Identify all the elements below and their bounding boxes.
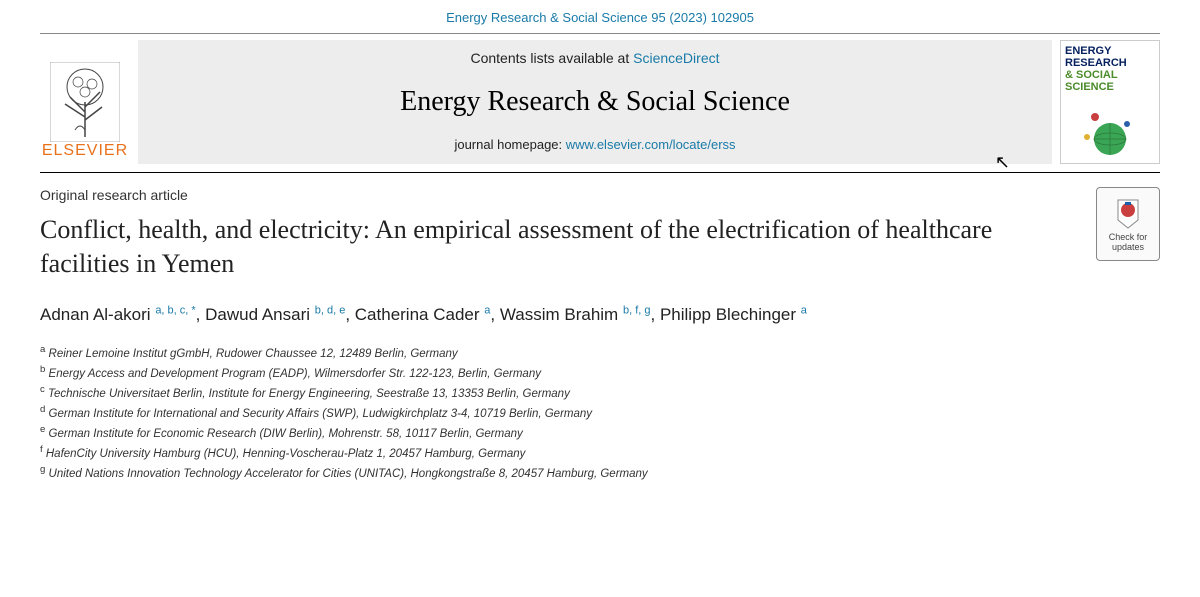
top-rule xyxy=(40,33,1160,34)
author: Adnan Al-akori xyxy=(40,305,151,324)
affiliation: c Technische Universitaet Berlin, Instit… xyxy=(40,383,1076,403)
journal-name: Energy Research & Social Science xyxy=(400,86,790,118)
article-title: Conflict, health, and electricity: An em… xyxy=(40,213,1076,281)
author-affil-refs: a, b, c, * xyxy=(155,304,195,316)
affiliation: f HafenCity University Hamburg (HCU), He… xyxy=(40,443,1076,463)
header-bottom-rule xyxy=(40,172,1160,173)
journal-reference: Energy Research & Social Science 95 (202… xyxy=(40,10,1160,25)
author-affil-refs: b, d, e xyxy=(315,304,346,316)
author: Philipp Blechinger xyxy=(660,305,796,324)
author: Dawud Ansari xyxy=(205,305,310,324)
author-affil-refs: a xyxy=(801,304,807,316)
journal-header-center: Contents lists available at ScienceDirec… xyxy=(138,40,1052,164)
article-type: Original research article xyxy=(40,187,1076,203)
homepage-line: journal homepage: www.elsevier.com/locat… xyxy=(454,137,735,152)
affiliation: b Energy Access and Development Program … xyxy=(40,363,1076,383)
cover-globe-icon xyxy=(1075,99,1145,159)
cursor-icon: ↖ xyxy=(995,152,1010,173)
crossmark-icon xyxy=(1114,196,1142,230)
header-box: ELSEVIER Contents lists available at Sci… xyxy=(40,40,1160,172)
author-list: Adnan Al-akori a, b, c, *, Dawud Ansari … xyxy=(40,303,1076,327)
check-for-updates-button[interactable]: Check for updates xyxy=(1096,187,1160,261)
sciencedirect-link[interactable]: ScienceDirect xyxy=(633,50,719,66)
affiliation-list: a Reiner Lemoine Institut gGmbH, Rudower… xyxy=(40,343,1076,484)
publisher-logo: ELSEVIER xyxy=(40,40,130,164)
affiliation: d German Institute for International and… xyxy=(40,403,1076,423)
journal-cover-thumbnail: ENERGY RESEARCH & SOCIAL SCIENCE xyxy=(1060,40,1160,164)
affiliation: a Reiner Lemoine Institut gGmbH, Rudower… xyxy=(40,343,1076,363)
author: Wassim Brahim xyxy=(500,305,618,324)
elsevier-tree-icon xyxy=(50,62,120,142)
affiliation: e German Institute for Economic Research… xyxy=(40,423,1076,443)
contents-line: Contents lists available at ScienceDirec… xyxy=(470,50,719,66)
author: Catherina Cader xyxy=(355,305,480,324)
journal-homepage-link[interactable]: www.elsevier.com/locate/erss xyxy=(566,137,736,152)
author-affil-refs: b, f, g xyxy=(623,304,651,316)
affiliation: g United Nations Innovation Technology A… xyxy=(40,463,1076,483)
publisher-name: ELSEVIER xyxy=(42,142,128,160)
author-affil-refs: a xyxy=(484,304,490,316)
